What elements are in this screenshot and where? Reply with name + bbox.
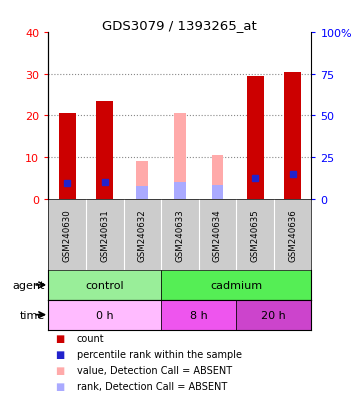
Text: 0 h: 0 h	[96, 310, 113, 320]
Bar	[212, 186, 223, 199]
Text: GSM240634: GSM240634	[213, 209, 222, 261]
Text: control: control	[86, 280, 124, 290]
Bar	[161, 300, 236, 330]
Text: count: count	[77, 334, 105, 344]
Text: GSM240630: GSM240630	[63, 209, 72, 261]
Bar	[212, 156, 223, 199]
Text: value, Detection Call = ABSENT: value, Detection Call = ABSENT	[77, 365, 232, 375]
Bar	[48, 271, 161, 300]
Text: GDS3079 / 1393265_at: GDS3079 / 1393265_at	[102, 19, 256, 31]
Text: GSM240636: GSM240636	[288, 209, 297, 261]
Text: ■: ■	[55, 334, 65, 344]
Text: ■: ■	[55, 381, 65, 391]
Text: 8 h: 8 h	[190, 310, 208, 320]
Text: 20 h: 20 h	[261, 310, 286, 320]
Text: rank, Detection Call = ABSENT: rank, Detection Call = ABSENT	[77, 381, 227, 391]
Text: GSM240633: GSM240633	[175, 209, 184, 261]
Text: time: time	[19, 310, 45, 320]
Bar	[96, 102, 113, 199]
Bar	[136, 187, 148, 199]
Bar	[247, 77, 263, 199]
Text: GSM240632: GSM240632	[138, 209, 147, 261]
Bar	[136, 162, 148, 199]
Bar	[174, 114, 186, 199]
Bar	[284, 73, 301, 199]
Bar	[236, 300, 311, 330]
Text: ■: ■	[55, 349, 65, 359]
Text: ■: ■	[55, 365, 65, 375]
Text: GSM240631: GSM240631	[100, 209, 109, 261]
Bar	[174, 183, 186, 199]
Text: agent: agent	[13, 280, 45, 290]
Bar	[48, 300, 161, 330]
Text: cadmium: cadmium	[210, 280, 262, 290]
Bar	[59, 114, 76, 199]
Text: GSM240635: GSM240635	[251, 209, 260, 261]
Bar	[161, 271, 311, 300]
Text: percentile rank within the sample: percentile rank within the sample	[77, 349, 242, 359]
